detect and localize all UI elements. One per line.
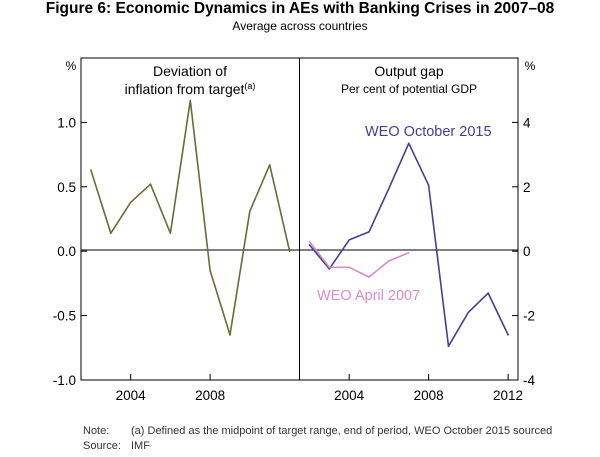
series-line-weo-october-2015 <box>308 142 509 348</box>
right-ytick-label: 0 <box>523 244 531 259</box>
data-point-weo-april-2007 <box>328 266 331 269</box>
right-panel-subtitle: Per cent of potential GDP <box>341 82 477 96</box>
data-point-deviation-of-inflation-from-target <box>149 183 152 186</box>
legend-weo-april-2007: WEO April 2007 <box>317 288 420 304</box>
source-row: Source: IMF <box>83 439 552 454</box>
left-panel-title-sup: (a) <box>244 81 255 91</box>
chart-area: % % Deviation of inflation from target(a… <box>53 57 536 403</box>
data-point-deviation-of-inflation-from-target <box>90 169 92 171</box>
left-panel-title-line1: Deviation of <box>153 63 227 79</box>
data-point-weo-october-2015 <box>328 268 331 270</box>
data-point-deviation-of-inflation-from-target <box>169 232 172 234</box>
data-point-weo-april-2007 <box>407 252 410 254</box>
right-unit-label: % <box>525 59 536 73</box>
series-line-weo-april-2007 <box>308 241 410 278</box>
figure-subtitle: Average across countries <box>232 19 368 33</box>
figure-title: Figure 6: Economic Dynamics in AEs with … <box>45 0 555 17</box>
note-text: (a) Defined as the midpoint of target ra… <box>131 425 553 437</box>
data-point-weo-april-2007 <box>368 276 370 278</box>
data-point-weo-october-2015 <box>467 311 470 314</box>
data-point-weo-october-2015 <box>368 231 370 233</box>
right-ytick-label: -4 <box>523 373 535 388</box>
source-label: Source: <box>83 440 121 452</box>
data-point-deviation-of-inflation-from-target <box>209 269 211 272</box>
left-ytick-label: -1.0 <box>53 373 76 388</box>
data-point-weo-october-2015 <box>427 184 430 186</box>
note-label: Note: <box>83 425 110 437</box>
left-panel-title-main: inflation from target <box>125 81 245 97</box>
data-point-weo-october-2015 <box>308 243 311 246</box>
left-ytick-label: -0.5 <box>53 309 76 324</box>
right-xtick-label: 2008 <box>414 388 444 403</box>
figure-notes: Note: (a) Defined as the midpoint of tar… <box>83 424 552 454</box>
left-unit-label: % <box>66 59 77 73</box>
data-point-weo-april-2007 <box>348 266 350 269</box>
right-ytick-label: 4 <box>523 115 531 130</box>
left-panel-title-line2: inflation from target(a) <box>125 81 256 97</box>
right-ytick-label: 2 <box>523 180 531 195</box>
legend-weo-october-2015: WEO October 2015 <box>365 124 492 140</box>
data-point-weo-october-2015 <box>487 292 490 294</box>
left-xtick-label: 2004 <box>116 388 147 403</box>
data-point-deviation-of-inflation-from-target <box>249 210 251 213</box>
left-ytick-label: 0.5 <box>57 180 76 195</box>
left-ytick-label: 1.0 <box>57 115 76 130</box>
data-point-deviation-of-inflation-from-target <box>268 164 271 166</box>
data-point-weo-april-2007 <box>388 260 390 262</box>
right-xtick-label: 2004 <box>334 388 365 403</box>
right-panel-title: Output gap <box>374 63 443 79</box>
left-xtick-label: 2008 <box>195 388 225 403</box>
data-point-weo-october-2015 <box>407 142 410 145</box>
data-point-weo-april-2007 <box>308 240 311 243</box>
source-text: IMF <box>131 440 150 452</box>
data-point-deviation-of-inflation-from-target <box>288 250 291 252</box>
note-row: Note: (a) Defined as the midpoint of tar… <box>83 424 552 439</box>
data-point-deviation-of-inflation-from-target <box>189 99 192 102</box>
data-point-deviation-of-inflation-from-target <box>129 201 132 204</box>
series-line-deviation-of-inflation-from-target <box>90 99 291 336</box>
right-ytick-label: -2 <box>523 309 535 324</box>
left-ytick-label: 0.0 <box>57 244 76 259</box>
data-point-weo-october-2015 <box>507 334 509 336</box>
right-xtick-label: 2012 <box>493 388 523 403</box>
data-point-weo-october-2015 <box>348 239 350 241</box>
data-point-deviation-of-inflation-from-target <box>109 232 112 234</box>
data-point-weo-october-2015 <box>388 187 390 190</box>
data-point-deviation-of-inflation-from-target <box>229 334 231 336</box>
data-point-weo-october-2015 <box>447 345 450 347</box>
